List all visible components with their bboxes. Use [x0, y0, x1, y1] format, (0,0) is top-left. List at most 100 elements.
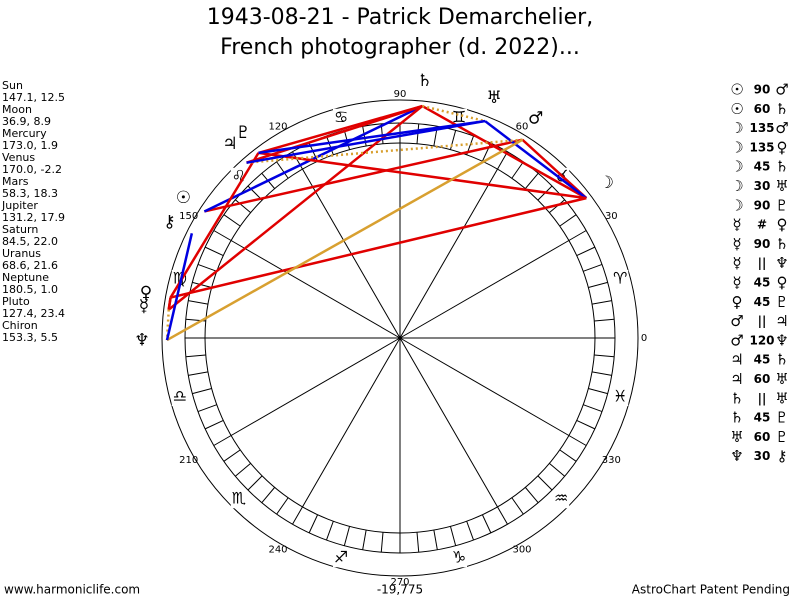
tick: [583, 263, 603, 272]
tick: [343, 526, 351, 546]
aspect-angle: 135: [749, 140, 774, 154]
aspect-line: [246, 138, 523, 164]
aspect-line: [204, 138, 523, 213]
aspect-to: ♄: [775, 158, 788, 176]
aspect-angle: 45: [754, 160, 771, 174]
aspect-line: [258, 119, 486, 155]
aspect-angle: ||: [758, 256, 767, 270]
planet-glyph: ♃: [222, 134, 237, 154]
planet-position: 131.2, 17.9: [2, 211, 65, 224]
spoke: [302, 337, 401, 508]
tick: [594, 318, 615, 322]
aspect-from: ♂: [730, 312, 743, 330]
spoke: [399, 337, 570, 436]
degree-label: 240: [268, 544, 287, 555]
sign-bg: [332, 549, 349, 568]
aspect-line: [421, 104, 587, 200]
aspect-line: [258, 104, 423, 155]
spoke: [399, 337, 498, 508]
degree-label: 30: [605, 211, 618, 222]
aspect-angle: 60: [754, 102, 771, 116]
tick: [497, 506, 508, 525]
planet-glyph: ☽: [599, 173, 614, 193]
spoke: [399, 240, 570, 339]
aspect-angle: #: [757, 218, 767, 232]
zodiac-sign: ♊: [452, 107, 466, 126]
aspect-to: ♀: [777, 274, 788, 292]
tick: [223, 449, 241, 462]
sign-bg: [553, 490, 570, 509]
zodiac-sign: ♎: [173, 387, 187, 406]
aspect-to: ♇: [775, 196, 788, 214]
sign-bg: [230, 490, 247, 509]
tick: [576, 419, 596, 430]
aspect-line: [484, 120, 588, 200]
planet-glyph: ♇: [236, 123, 251, 143]
planet-glyph: ☿: [139, 297, 149, 317]
aspect-to: ♇: [775, 409, 788, 427]
aspect-from: ☽: [730, 119, 743, 137]
aspect-from: ☽: [730, 177, 743, 195]
aspect-from: ♃: [730, 351, 743, 369]
aspect-from: ♅: [730, 428, 743, 446]
tick: [568, 230, 587, 241]
planet-name: Jupiter: [1, 199, 38, 212]
sign-bg: [451, 549, 468, 568]
zodiac-sign: ♋: [334, 107, 348, 126]
tick: [559, 214, 577, 227]
aspect-from: ♃: [730, 370, 743, 388]
aspect-from: ☿: [732, 235, 741, 253]
tick: [188, 300, 209, 305]
degree-label: 330: [602, 455, 621, 466]
planet-glyph: ♅: [487, 88, 502, 108]
spoke: [230, 337, 401, 436]
aspect-to: ♆: [775, 254, 788, 272]
aspect-to: ♅: [775, 370, 788, 388]
aspect-from: ☿: [732, 274, 741, 292]
tick: [511, 497, 524, 515]
degree-label: 120: [268, 122, 287, 133]
tick: [325, 521, 334, 541]
aspect-from: ♀: [732, 293, 743, 311]
zodiac-sign: ♈: [613, 268, 627, 287]
tick: [568, 435, 587, 446]
tick: [433, 529, 438, 550]
sign-bg: [332, 108, 349, 127]
aspect-angle: 60: [754, 430, 771, 444]
tick: [192, 281, 212, 289]
aspect-angle: 135: [749, 121, 774, 135]
planet-name: Moon: [2, 103, 32, 116]
tick: [380, 532, 384, 553]
tick: [292, 506, 303, 525]
planet-name: Mars: [2, 175, 29, 188]
tick: [416, 532, 420, 553]
spoke: [399, 168, 498, 339]
aspect-angle: 45: [754, 411, 771, 425]
tick: [213, 230, 232, 241]
tick: [197, 404, 217, 413]
aspect-line: [170, 196, 587, 299]
degree-label: 90: [394, 89, 407, 100]
tick: [594, 354, 615, 358]
tick: [559, 449, 577, 462]
aspect-from: ♆: [730, 447, 743, 465]
aspect-to: ♀: [777, 138, 788, 156]
aspect-angle: 120: [749, 333, 774, 347]
aspect-angle: 45: [754, 276, 771, 290]
planet-position: 36.9, 8.9: [2, 115, 51, 128]
aspect-to: ♇: [775, 293, 788, 311]
planet-position: 153.3, 5.5: [2, 331, 58, 344]
footer-right: AstroChart Patent Pending: [632, 583, 790, 597]
tick: [276, 161, 289, 179]
zodiac-sign: ♏: [232, 489, 246, 508]
planet-position: 147.1, 12.5: [2, 91, 65, 104]
tick: [234, 199, 251, 214]
spoke: [230, 240, 401, 339]
zodiac-sign: ♐: [334, 548, 348, 567]
planet-glyph: ⚷: [163, 212, 175, 232]
degree-label: 300: [512, 544, 531, 555]
degree-label: 150: [179, 211, 198, 222]
tick: [511, 161, 524, 179]
planet-name: Saturn: [2, 223, 38, 236]
